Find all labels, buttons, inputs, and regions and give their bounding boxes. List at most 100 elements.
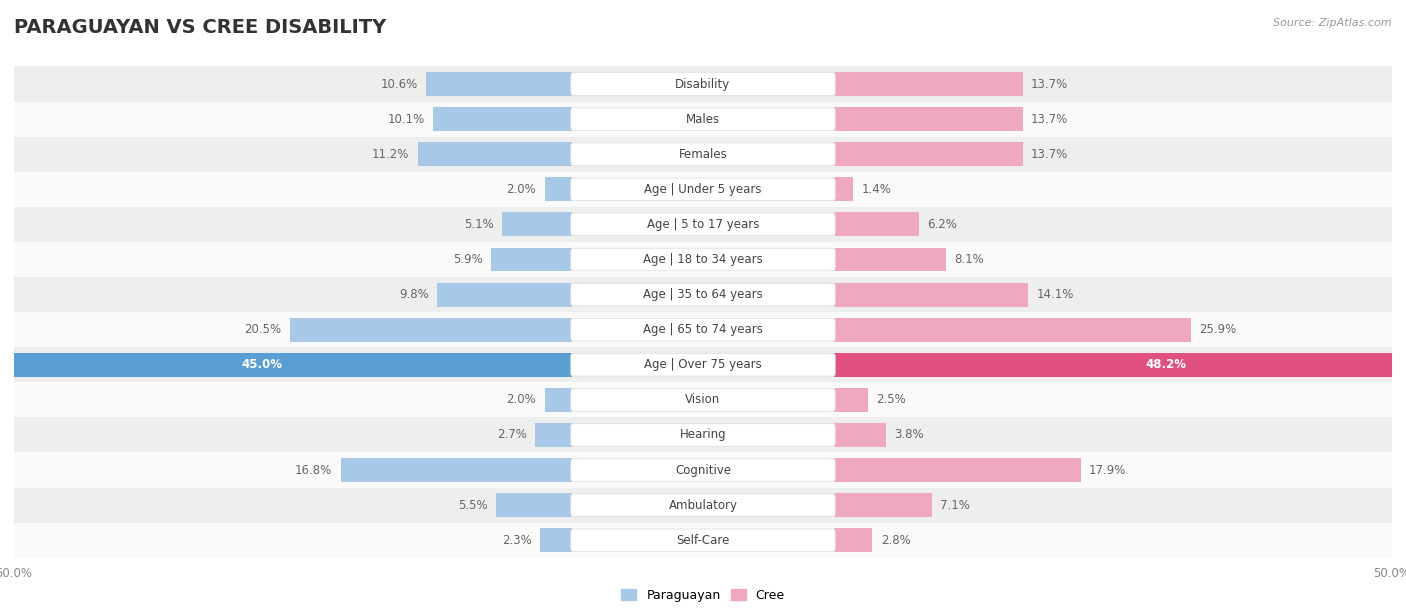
Text: 16.8%: 16.8% bbox=[295, 463, 332, 477]
Bar bbox=[0, 353, 572, 377]
Text: 1.4%: 1.4% bbox=[862, 183, 891, 196]
Bar bbox=[544, 388, 572, 412]
FancyBboxPatch shape bbox=[571, 73, 835, 95]
Bar bbox=[534, 423, 572, 447]
Bar bbox=[834, 177, 853, 201]
Bar bbox=[14, 67, 1392, 102]
Bar bbox=[834, 247, 945, 271]
Text: 20.5%: 20.5% bbox=[245, 323, 281, 336]
Text: 13.7%: 13.7% bbox=[1031, 113, 1069, 125]
Text: Disability: Disability bbox=[675, 78, 731, 91]
Legend: Paraguayan, Cree: Paraguayan, Cree bbox=[616, 584, 790, 607]
Text: 25.9%: 25.9% bbox=[1199, 323, 1236, 336]
Text: 2.8%: 2.8% bbox=[880, 534, 911, 547]
Text: 2.0%: 2.0% bbox=[506, 183, 536, 196]
Text: 14.1%: 14.1% bbox=[1036, 288, 1074, 301]
Text: Ambulatory: Ambulatory bbox=[668, 499, 738, 512]
Bar bbox=[340, 458, 572, 482]
Bar bbox=[14, 452, 1392, 488]
FancyBboxPatch shape bbox=[571, 248, 835, 271]
Text: Vision: Vision bbox=[685, 394, 721, 406]
Text: 2.3%: 2.3% bbox=[502, 534, 531, 547]
Text: Age | Under 5 years: Age | Under 5 years bbox=[644, 183, 762, 196]
Text: Males: Males bbox=[686, 113, 720, 125]
Text: 2.7%: 2.7% bbox=[496, 428, 527, 441]
Text: 45.0%: 45.0% bbox=[242, 358, 283, 371]
Text: PARAGUAYAN VS CREE DISABILITY: PARAGUAYAN VS CREE DISABILITY bbox=[14, 18, 387, 37]
FancyBboxPatch shape bbox=[571, 494, 835, 517]
Bar bbox=[544, 177, 572, 201]
Text: Females: Females bbox=[679, 147, 727, 161]
Bar bbox=[433, 107, 572, 131]
Bar bbox=[834, 212, 920, 236]
FancyBboxPatch shape bbox=[571, 389, 835, 411]
Text: Age | Over 75 years: Age | Over 75 years bbox=[644, 358, 762, 371]
Bar bbox=[834, 458, 1081, 482]
Text: Self-Care: Self-Care bbox=[676, 534, 730, 547]
Text: Age | 65 to 74 years: Age | 65 to 74 years bbox=[643, 323, 763, 336]
Bar bbox=[290, 318, 572, 341]
Text: 9.8%: 9.8% bbox=[399, 288, 429, 301]
Bar bbox=[834, 388, 869, 412]
Bar bbox=[540, 528, 572, 552]
Text: Source: ZipAtlas.com: Source: ZipAtlas.com bbox=[1274, 18, 1392, 28]
Bar bbox=[834, 353, 1406, 377]
Text: 10.1%: 10.1% bbox=[388, 113, 425, 125]
FancyBboxPatch shape bbox=[571, 459, 835, 481]
Text: 13.7%: 13.7% bbox=[1031, 147, 1069, 161]
FancyBboxPatch shape bbox=[571, 213, 835, 236]
Text: 11.2%: 11.2% bbox=[373, 147, 409, 161]
Text: 2.5%: 2.5% bbox=[876, 394, 907, 406]
Bar bbox=[502, 212, 572, 236]
Text: 13.7%: 13.7% bbox=[1031, 78, 1069, 91]
Text: 17.9%: 17.9% bbox=[1088, 463, 1126, 477]
Text: 2.0%: 2.0% bbox=[506, 394, 536, 406]
Text: Cognitive: Cognitive bbox=[675, 463, 731, 477]
Bar bbox=[14, 488, 1392, 523]
Bar bbox=[834, 528, 873, 552]
Text: 48.2%: 48.2% bbox=[1146, 358, 1187, 371]
Text: Age | 5 to 17 years: Age | 5 to 17 years bbox=[647, 218, 759, 231]
Bar bbox=[14, 102, 1392, 136]
FancyBboxPatch shape bbox=[571, 143, 835, 165]
Bar bbox=[14, 382, 1392, 417]
Text: Age | 35 to 64 years: Age | 35 to 64 years bbox=[643, 288, 763, 301]
Text: 8.1%: 8.1% bbox=[953, 253, 984, 266]
FancyBboxPatch shape bbox=[571, 178, 835, 201]
Bar bbox=[14, 523, 1392, 558]
Text: 5.9%: 5.9% bbox=[453, 253, 482, 266]
Bar bbox=[834, 107, 1022, 131]
Bar bbox=[834, 283, 1028, 307]
Text: 5.1%: 5.1% bbox=[464, 218, 494, 231]
Bar bbox=[834, 423, 886, 447]
Bar bbox=[834, 142, 1022, 166]
Bar bbox=[418, 142, 572, 166]
Bar bbox=[14, 312, 1392, 347]
Text: 5.5%: 5.5% bbox=[458, 499, 488, 512]
Bar bbox=[14, 136, 1392, 172]
Bar bbox=[437, 283, 572, 307]
FancyBboxPatch shape bbox=[571, 318, 835, 341]
Bar bbox=[14, 347, 1392, 382]
Text: Hearing: Hearing bbox=[679, 428, 727, 441]
Bar bbox=[14, 417, 1392, 452]
Bar bbox=[14, 207, 1392, 242]
Bar bbox=[496, 493, 572, 517]
Bar bbox=[14, 242, 1392, 277]
FancyBboxPatch shape bbox=[571, 424, 835, 446]
Bar bbox=[426, 72, 572, 96]
Bar bbox=[834, 493, 932, 517]
FancyBboxPatch shape bbox=[571, 354, 835, 376]
Bar bbox=[14, 277, 1392, 312]
FancyBboxPatch shape bbox=[571, 529, 835, 551]
Text: 7.1%: 7.1% bbox=[941, 499, 970, 512]
Text: 6.2%: 6.2% bbox=[928, 218, 957, 231]
Bar bbox=[491, 247, 572, 271]
Bar bbox=[14, 172, 1392, 207]
Bar bbox=[834, 72, 1022, 96]
FancyBboxPatch shape bbox=[571, 108, 835, 130]
Text: 10.6%: 10.6% bbox=[381, 78, 418, 91]
Bar bbox=[834, 318, 1191, 341]
FancyBboxPatch shape bbox=[571, 283, 835, 306]
Text: Age | 18 to 34 years: Age | 18 to 34 years bbox=[643, 253, 763, 266]
